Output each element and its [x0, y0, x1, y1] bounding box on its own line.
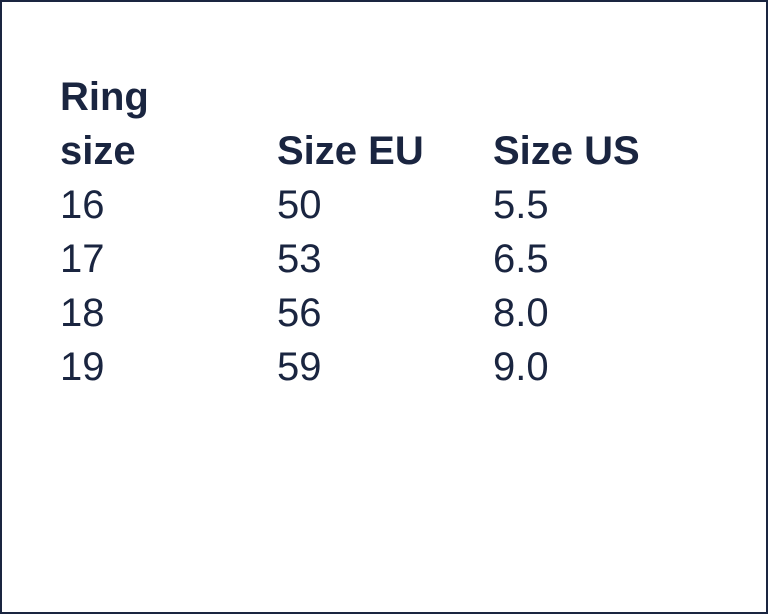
- cell-size-us: 5.5: [493, 183, 549, 227]
- table-header-row: Ring size Size EU Size US: [60, 70, 693, 178]
- cell-ring-size: 16: [60, 183, 105, 227]
- table-row: 17 53 6.5: [60, 232, 693, 286]
- cell-ring-size: 17: [60, 237, 105, 281]
- ring-size-table: Ring size Size EU Size US 16 50 5.5 17 5…: [60, 70, 693, 394]
- cell-ring-size: 18: [60, 291, 105, 335]
- cell-size-eu: 50: [277, 183, 322, 227]
- header-ring-size: Ring size: [60, 70, 277, 178]
- cell-size-us: 6.5: [493, 237, 549, 281]
- header-size-us: Size US: [493, 129, 640, 173]
- cell-size-us: 9.0: [493, 345, 549, 389]
- cell-size-us: 8.0: [493, 291, 549, 335]
- cell-ring-size: 19: [60, 345, 105, 389]
- cell-size-eu: 53: [277, 237, 322, 281]
- header-ring-size-label: Ring size: [60, 75, 149, 173]
- table-row: 18 56 8.0: [60, 286, 693, 340]
- header-size-eu: Size EU: [277, 129, 424, 173]
- cell-size-eu: 56: [277, 291, 322, 335]
- cell-size-eu: 59: [277, 345, 322, 389]
- table-row: 16 50 5.5: [60, 178, 693, 232]
- table-row: 19 59 9.0: [60, 340, 693, 394]
